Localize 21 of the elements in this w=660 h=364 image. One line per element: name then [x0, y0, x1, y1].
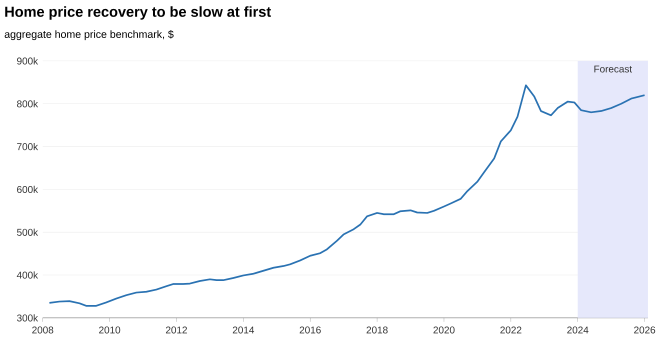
y-tick-label: 900k	[17, 58, 38, 65]
y-tick-label: 400k	[16, 272, 38, 279]
y-tick-label: 800k	[17, 100, 38, 108]
y-tick-label: 500k	[16, 228, 38, 236]
x-tick-label: 2012	[166, 326, 187, 334]
y-tick-label: 300k	[16, 314, 38, 322]
x-tick-label: 2010	[99, 326, 120, 334]
x-tick-label: 2016	[300, 326, 321, 334]
x-tick-label: 2020	[433, 326, 455, 334]
x-tick-label: 2022	[500, 326, 522, 334]
x-tick-label: 2008	[32, 326, 54, 334]
chart-title: Home price recovery to be slow at first	[5, 6, 272, 20]
band-label: Forecast	[594, 66, 632, 73]
x-tick-label: 2026	[634, 326, 656, 334]
chart-subtitle: aggregate home price benchmark, $	[4, 30, 174, 40]
x-tick-label: 2014	[232, 326, 254, 334]
line-series	[48, 84, 646, 307]
x-tick-label: 2018	[366, 326, 388, 334]
y-tick-label: 700k	[17, 143, 38, 150]
y-tick-label: 600k	[17, 186, 38, 194]
x-tick-label: 2024	[567, 326, 588, 334]
